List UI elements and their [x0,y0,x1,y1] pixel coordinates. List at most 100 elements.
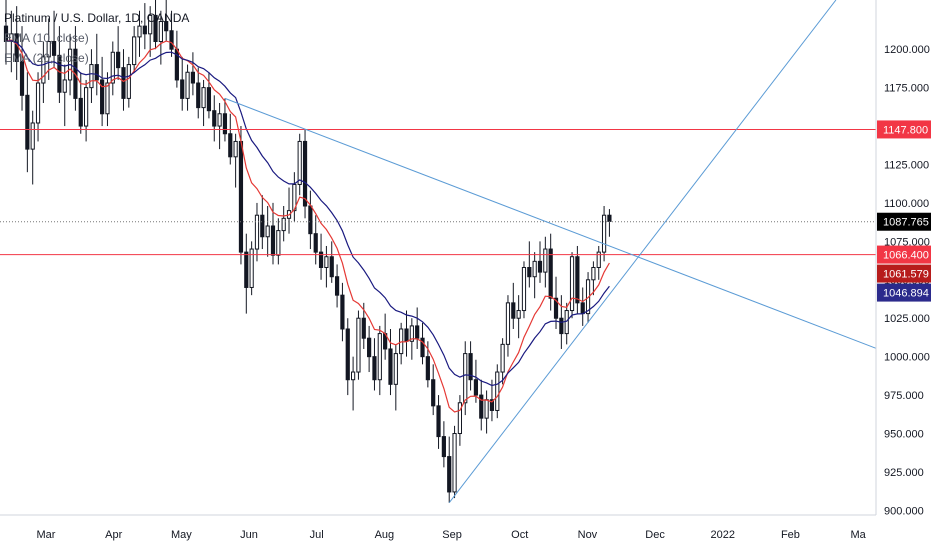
price-tick-label: 1200.000 [884,44,930,56]
candle-body [137,25,142,38]
candle-body [254,214,260,250]
ascending-trendline [448,0,837,504]
candle-body [62,79,67,93]
candle-body [30,122,35,150]
price-tag-label: 1147.800 [883,124,928,136]
time-tick-label: Apr [105,529,122,541]
candle-body [463,353,468,404]
candle-body [51,41,57,56]
candle-body [484,399,489,419]
candle-body [367,337,372,358]
legend-symbol: Platinum / U.S. Dollar, 1D, OANDA [4,11,190,25]
time-tick-label: Sep [442,529,462,541]
candle-body [447,456,452,493]
candle-body [260,214,265,238]
chart-legend: Platinum / U.S. Dollar, 1D, OANDA EMA (1… [4,8,189,68]
candle-body [548,248,553,299]
candle-body [35,82,41,124]
price-tick-label: 950.000 [884,429,924,441]
candle-body [564,310,569,335]
candle-body [537,260,543,273]
candle-body [377,333,382,381]
candle-body [340,294,345,330]
candle-body [190,71,196,84]
candle-body [153,14,158,43]
time-tick-label: Jun [240,529,258,541]
plot-area [0,0,876,515]
time-tick-label: Oct [511,529,528,541]
candle-body [532,260,537,278]
candle-body [25,94,30,150]
candle-body [244,251,249,288]
candle-body [212,110,217,127]
candle-body [372,356,377,381]
candle-body [222,113,228,135]
candle-body [318,251,324,268]
candle-body [596,251,601,268]
candle-body [249,248,254,288]
candle-body [94,64,99,81]
price-tag [877,283,931,302]
candle-body [601,214,607,253]
candle-body [543,248,548,273]
time-tick-label: May [171,529,192,541]
candle-body [201,87,206,109]
candle-body [228,133,233,158]
candle-body [431,379,436,407]
price-tag-label: 1087.765 [883,217,929,229]
ema10-line [5,39,610,413]
price-tick-label: 925.000 [884,467,924,479]
candle-body [415,325,420,339]
candle-body [78,97,83,127]
candle-body [126,64,131,99]
candle-body [57,54,62,93]
candle-body [500,343,505,373]
price-tag [877,120,931,139]
candle-body [110,51,115,84]
candle-body [457,402,462,435]
price-tick-label: 1175.000 [884,83,929,95]
price-tag [877,212,931,231]
candle-body [185,71,190,99]
price-tick-label: 975.000 [884,390,924,402]
price-tick-label: 900.000 [884,505,924,517]
price-tick-label: 1075.000 [884,236,930,248]
candle-body [89,64,94,89]
candle-body [420,337,425,358]
legend-ema10: EMA (10, close) [4,31,89,45]
candle-body [495,371,500,411]
time-axis: Mar Apr May Jun Jul Aug Sep Oct Nov Dec 2022 Feb Ma [0,514,876,550]
candle-body [265,225,270,238]
candle-body [436,405,441,438]
candle-body [148,14,153,35]
candle-body [41,56,46,84]
candle-body [169,30,174,50]
time-tick-label: Aug [375,529,395,541]
time-tick-label: Dec [645,529,665,541]
candle-body [276,230,281,256]
candle-body [345,328,350,381]
candle-body [206,87,212,112]
candle-body [158,21,163,43]
price-tag [877,264,931,283]
candle-body [84,87,89,127]
candle-body [233,140,238,158]
candle-body [607,214,612,222]
candle-body [575,256,580,304]
price-tag [877,245,931,264]
price-tag-label: 1061.579 [883,269,929,281]
candle-body [217,113,222,127]
candle-body [105,82,110,115]
time-axis-bg [0,515,876,550]
candle-body [324,256,329,268]
candle-body [302,140,308,207]
candle-body [425,356,430,381]
candle-body [521,266,527,312]
candle-body [46,41,51,58]
price-tag-label: 1066.400 [883,250,929,262]
candle-body [404,328,409,342]
candle-body [356,317,361,373]
candle-body [308,205,313,235]
